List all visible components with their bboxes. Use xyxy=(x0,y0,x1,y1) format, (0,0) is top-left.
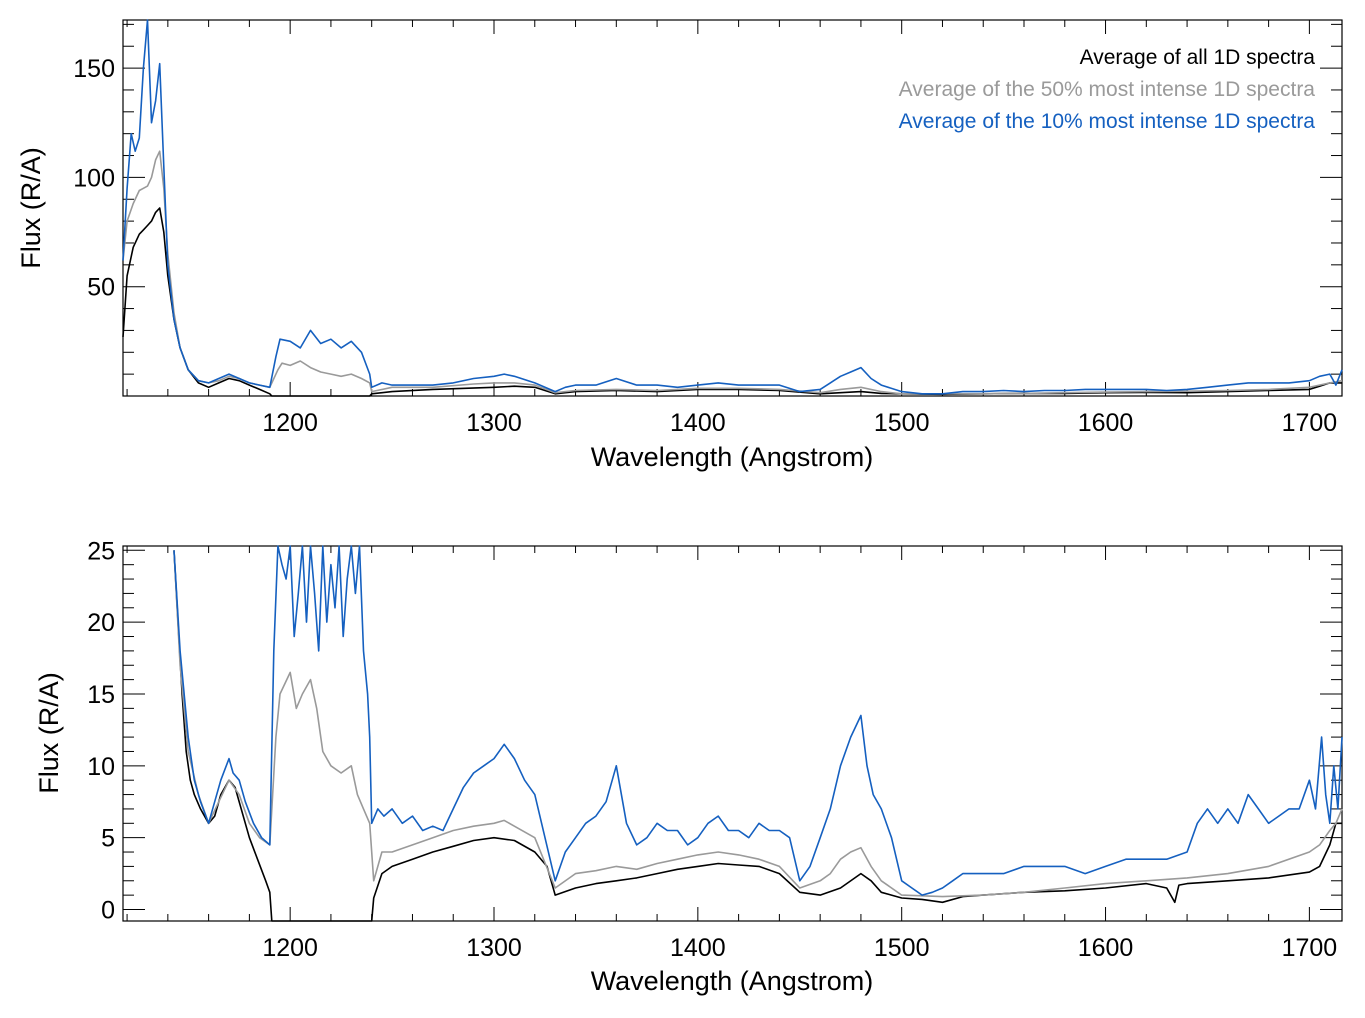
series-line-all xyxy=(173,550,1342,922)
y-tick-label: 100 xyxy=(73,164,115,192)
x-tick-label: 1200 xyxy=(262,409,318,437)
y-tick-label: 150 xyxy=(73,55,115,83)
top-x-axis-label: Wavelength (Angstrom) xyxy=(591,442,874,472)
x-tick-label: 1200 xyxy=(262,934,318,962)
series-line-all xyxy=(122,207,1342,397)
legend-entry-top10: Average of the 10% most intense 1D spect… xyxy=(899,110,1316,133)
x-tick-label: 1600 xyxy=(1078,409,1134,437)
y-tick-label: 25 xyxy=(87,537,115,565)
top-y-axis-label: Flux (R/A) xyxy=(16,147,46,269)
x-tick-label: 1400 xyxy=(670,409,726,437)
series-line-top50 xyxy=(122,150,1343,395)
top-x-tick-labels: 1200 1300 1400 1500 1600 1700 xyxy=(262,409,1337,437)
y-tick-label: 0 xyxy=(101,897,115,925)
series-line-top50 xyxy=(173,550,1343,898)
bottom-y-tick-labels: 0 5 10 15 20 25 xyxy=(87,537,115,924)
bottom-x-tick-labels: 1200 1300 1400 1500 1600 1700 xyxy=(262,934,1337,962)
top-y-tick-labels: 50 100 150 xyxy=(73,55,115,302)
y-tick-label: 50 xyxy=(87,274,115,302)
x-tick-label: 1700 xyxy=(1282,934,1338,962)
bottom-series-lines xyxy=(173,545,1343,922)
x-tick-label: 1500 xyxy=(874,934,930,962)
y-tick-label: 15 xyxy=(87,681,115,709)
bottom-plot-frame xyxy=(122,545,1343,922)
x-tick-label: 1400 xyxy=(670,934,726,962)
legend-entry-all: Average of all 1D spectra xyxy=(1080,46,1316,69)
bottom-spectrum-panel: 1200 1300 1400 1500 1600 1700 0 5 10 15 20 25 Wave… xyxy=(34,537,1343,996)
series-line-top10 xyxy=(173,545,1343,896)
series-line-top10 xyxy=(122,19,1343,395)
top-spectrum-panel: 1200 1300 1400 1500 1600 1700 50 100 150 Wavele… xyxy=(16,19,1343,472)
legend: Average of all 1D spectra Average of the… xyxy=(899,46,1316,133)
top-plot-frame xyxy=(122,19,1343,397)
bottom-y-axis-label: Flux (R/A) xyxy=(34,672,64,794)
y-tick-label: 5 xyxy=(101,825,115,853)
x-tick-label: 1700 xyxy=(1282,409,1338,437)
x-tick-label: 1600 xyxy=(1078,934,1134,962)
x-tick-label: 1500 xyxy=(874,409,930,437)
legend-entry-top50: Average of the 50% most intense 1D spect… xyxy=(899,78,1316,101)
bottom-x-axis-label: Wavelength (Angstrom) xyxy=(591,966,874,996)
y-tick-label: 10 xyxy=(87,753,115,781)
top-axis-ticks xyxy=(123,20,1342,397)
y-tick-label: 20 xyxy=(87,609,115,637)
x-tick-label: 1300 xyxy=(466,934,522,962)
x-tick-label: 1300 xyxy=(466,409,522,437)
top-series-lines xyxy=(122,19,1343,397)
